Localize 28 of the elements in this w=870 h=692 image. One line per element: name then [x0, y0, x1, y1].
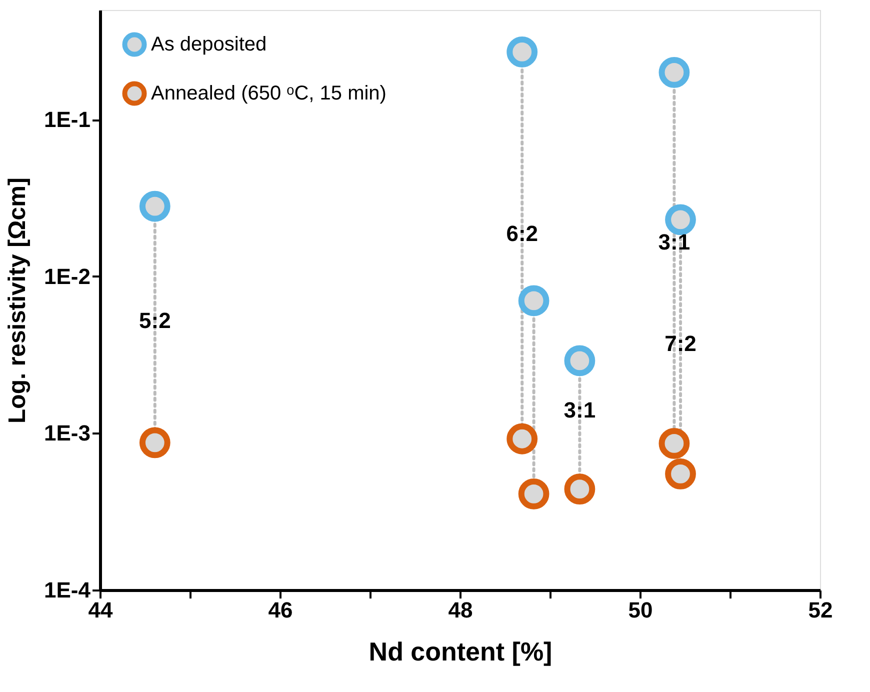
x-tick-label: 50 [628, 598, 653, 622]
y-tick-label: 1E-1 [44, 107, 90, 132]
point [506, 423, 538, 454]
annotation: 5:2 [139, 308, 171, 333]
annotation: 7:2 [664, 331, 696, 356]
x-tick-label: 52 [808, 598, 833, 622]
point [506, 36, 538, 68]
x-axis-title: Nd content [%] [368, 636, 552, 666]
y-tick-label: 1E-2 [44, 264, 90, 289]
x-tick-label: 46 [268, 598, 293, 622]
y-tick-label: 1E-3 [44, 420, 90, 446]
y-axis-title: Log. resistivity [Ωcm] [4, 178, 32, 424]
annotation: 3:1 [658, 230, 690, 255]
annotation: 6:2 [506, 220, 538, 246]
point [658, 56, 690, 88]
x-tick-label: 48 [448, 598, 473, 622]
legend-label: Annealed (650 ᵒC, 15 min) [151, 82, 386, 104]
point [665, 458, 696, 490]
point [139, 190, 170, 222]
point [518, 478, 550, 510]
annotation: 3:1 [564, 397, 596, 422]
point [564, 345, 596, 376]
point [518, 285, 550, 316]
point [658, 428, 690, 459]
point [139, 427, 170, 458]
point [665, 204, 696, 236]
legend-label: As deposited [151, 34, 267, 56]
point [564, 474, 596, 505]
